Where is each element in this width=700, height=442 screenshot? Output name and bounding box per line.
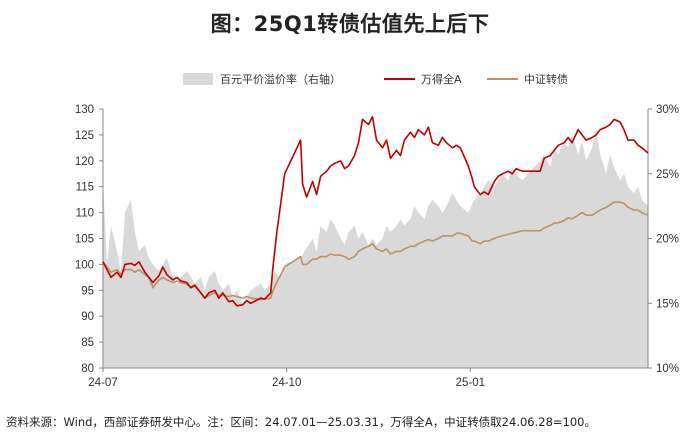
y-left-tick-label: 100: [75, 259, 94, 271]
legend-area-label: 百元平价溢价率（右轴）: [220, 72, 341, 86]
y-left-tick-label: 125: [75, 130, 94, 142]
chart-title: 图：25Q1转债估值先上后下: [210, 12, 490, 36]
y-left-tick-label: 80: [81, 363, 94, 375]
wind-a-line: [102, 116, 649, 307]
y-left-tick-label: 95: [81, 285, 94, 297]
y-left-tick-label: 130: [75, 104, 94, 116]
legend-area-swatch: [183, 73, 213, 85]
source-note: 资料来源：Wind，西部证券研发中心。注：区间：24.07.01—25.03.3…: [6, 415, 596, 429]
y-left-tick-label: 115: [76, 182, 94, 194]
chart-canvas: 百元平价溢价率（右轴） 万得全A 中证转债 80 85 90 95 100 105 110 115…: [75, 72, 679, 389]
legend-cb-label: 中证转债: [524, 72, 568, 86]
y-left-tick-label: 90: [81, 311, 94, 323]
y-right-tick-label: 15%: [656, 298, 679, 310]
x-tick-label: 24-07: [88, 377, 117, 389]
line-layer: [102, 116, 649, 307]
y-right-tick-label: 30%: [656, 104, 679, 116]
y-left-tick-label: 105: [75, 234, 94, 246]
y-left-tick-label: 110: [76, 208, 94, 220]
y-right-tick-label: 10%: [656, 363, 679, 375]
y-right-tick-label: 25%: [656, 169, 679, 181]
axis-layer: 80 85 90 95 100 105 110 115 120 125 130 10% 15% 20% 25…: [75, 104, 679, 389]
y-right-tick-label: 20%: [656, 234, 679, 246]
legend: 百元平价溢价率（右轴） 万得全A 中证转债: [183, 72, 568, 86]
x-tick-label: 25-01: [456, 377, 485, 389]
y-left-tick-label: 85: [81, 337, 94, 349]
x-tick-label: 24-10: [272, 377, 301, 389]
legend-wind-a-label: 万得全A: [421, 72, 462, 86]
y-left-tick-label: 120: [75, 156, 94, 168]
